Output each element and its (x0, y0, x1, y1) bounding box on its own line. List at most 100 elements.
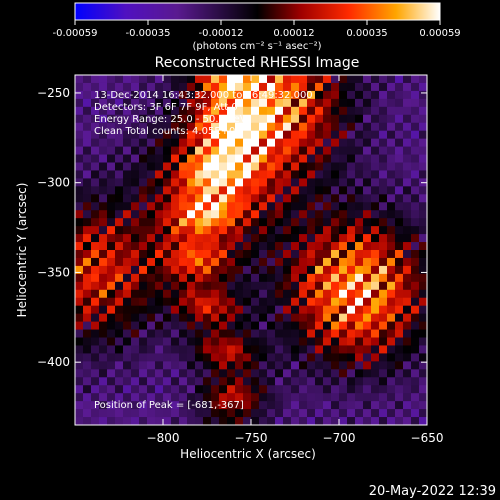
heatmap-cell (99, 409, 108, 418)
heatmap-cell (347, 178, 356, 187)
heatmap-cell (403, 313, 412, 322)
heatmap-cell (259, 186, 268, 195)
heatmap-cell (227, 337, 236, 346)
heatmap-cell (91, 226, 100, 235)
heatmap-cell (291, 329, 300, 338)
heatmap-cell (131, 401, 140, 410)
heatmap-cell (355, 305, 364, 315)
heatmap-cell (299, 361, 308, 370)
heatmap-cell (219, 250, 228, 259)
heatmap-cell (107, 345, 116, 354)
heatmap-cell (91, 218, 100, 227)
heatmap-cell (403, 138, 412, 147)
heatmap-cell (147, 114, 156, 124)
heatmap-cell (123, 385, 132, 394)
heatmap-cell (339, 242, 348, 251)
heatmap-cell (107, 297, 116, 307)
heatmap-cell (403, 82, 412, 92)
heatmap-cell (307, 122, 316, 132)
heatmap-cell (339, 106, 348, 116)
heatmap-cell (131, 90, 140, 100)
heatmap-cell (195, 345, 204, 354)
heatmap-cell (275, 202, 284, 211)
heatmap-cell (91, 146, 100, 155)
heatmap-cell (299, 393, 308, 402)
heatmap-cell (275, 329, 284, 338)
heatmap-cell (291, 281, 300, 291)
heatmap-cell (131, 106, 140, 116)
heatmap-cell (331, 361, 340, 370)
heatmap-cell (307, 321, 316, 330)
heatmap-cell (179, 305, 188, 315)
heatmap-cell (387, 297, 396, 307)
heatmap-cell (147, 210, 156, 219)
heatmap-cell (267, 265, 276, 275)
heatmap-cell (379, 297, 388, 307)
heatmap-cell (227, 75, 236, 84)
heatmap-cell (339, 273, 348, 283)
heatmap-cell (259, 202, 268, 211)
heatmap-cell (123, 210, 132, 219)
heatmap-cell (91, 297, 100, 307)
heatmap-cell (251, 218, 260, 227)
heatmap-cell (195, 401, 204, 410)
heatmap-cell (163, 385, 172, 394)
heatmap-cell (179, 401, 188, 410)
heatmap-cell (395, 257, 404, 267)
heatmap-cell (347, 401, 356, 410)
heatmap-cell (139, 178, 148, 187)
heatmap-cell (347, 361, 356, 370)
heatmap-cell (147, 218, 156, 227)
heatmap-cell (371, 130, 380, 140)
heatmap-cell (163, 90, 172, 100)
heatmap-cell (347, 218, 356, 227)
heatmap-cell (235, 361, 244, 370)
heatmap-cell (179, 114, 188, 124)
heatmap-cell (107, 369, 116, 378)
heatmap-cell (291, 369, 300, 378)
heatmap-cell (115, 75, 124, 84)
heatmap-cell (203, 90, 212, 100)
heatmap-cell (291, 377, 300, 386)
heatmap-cell (307, 138, 316, 147)
heatmap-cell (259, 210, 268, 219)
heatmap-cell (403, 409, 412, 418)
heatmap-cell (171, 321, 180, 330)
heatmap-cell (395, 98, 404, 108)
heatmap-cell (307, 242, 316, 251)
heatmap-cell (299, 122, 308, 132)
heatmap-cell (235, 202, 244, 211)
heatmap-cell (363, 90, 372, 100)
heatmap-cell (355, 265, 364, 275)
heatmap-cell (347, 242, 356, 251)
heatmap-cell (259, 138, 268, 147)
heatmap-cell (307, 154, 316, 163)
heatmap-cell (115, 329, 124, 338)
heatmap-cell (171, 114, 180, 124)
heatmap-cell (347, 186, 356, 195)
heatmap-cell (187, 329, 196, 338)
heatmap-cell (339, 250, 348, 259)
heatmap-cell (155, 257, 164, 267)
heatmap-cell (315, 178, 324, 187)
heatmap-cell (131, 194, 140, 203)
heatmap-cell (363, 114, 372, 124)
heatmap-cell (147, 146, 156, 155)
heatmap-cell (299, 242, 308, 251)
heatmap-cell (155, 194, 164, 203)
heatmap-cell (259, 345, 268, 354)
heatmap-cell (179, 234, 188, 243)
heatmap-cell (107, 75, 116, 84)
heatmap-cell (347, 210, 356, 219)
heatmap-cell (387, 250, 396, 259)
heatmap-cell (267, 202, 276, 211)
heatmap-cell (179, 75, 188, 84)
colorbar-tick-label: 0.00059 (419, 28, 460, 39)
heatmap-cell (291, 257, 300, 267)
heatmap-cell (323, 98, 332, 108)
heatmap-cell (411, 178, 420, 187)
heatmap-cell (347, 409, 356, 418)
heatmap-cell (219, 186, 228, 195)
heatmap-cell (115, 106, 124, 116)
heatmap-cell (339, 202, 348, 211)
